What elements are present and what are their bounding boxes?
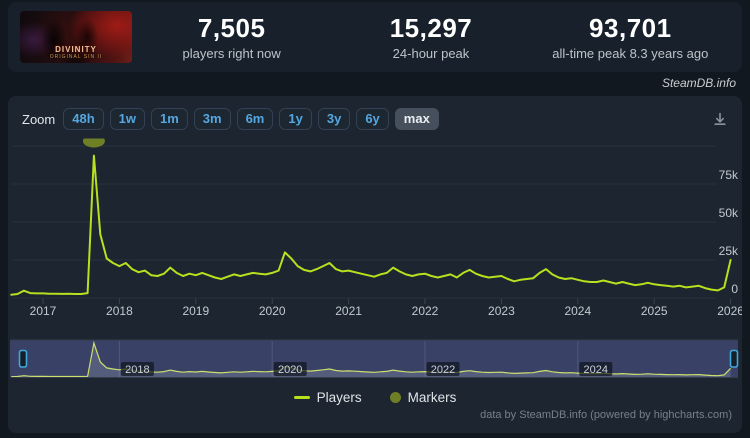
zoom-range-1w-button[interactable]: 1w <box>109 107 145 131</box>
navigator-handle-right[interactable] <box>729 349 739 368</box>
chart-card: Zoom 48h 1w 1m 3m 6m 1y 3y 6y max 0 25k 50k 75k 2017… <box>8 96 742 433</box>
x-tick-label: 2026 <box>717 304 742 318</box>
navigator-label-chip <box>273 362 307 376</box>
x-tick-label: 2024 <box>564 304 591 318</box>
y-tick-label: 25k <box>719 244 739 258</box>
stat-alltime-peak-label: all-time peak 8.3 years ago <box>552 46 709 61</box>
players-swatch-line-icon <box>293 395 310 399</box>
navigator-label-chip <box>120 362 154 376</box>
zoom-range-max-button[interactable]: max <box>394 107 439 131</box>
zoom-range-buttons: 48h 1w 1m 3m 6m 1y 3y 6y max <box>63 107 439 131</box>
zoom-range-48h-button[interactable]: 48h <box>63 107 104 131</box>
y-tick-label: 75k <box>719 168 739 182</box>
game-logo-line1: DIVINITY <box>55 44 97 54</box>
zoom-range-1y-button[interactable]: 1y <box>279 107 312 131</box>
stat-24h-peak-label: 24-hour peak <box>392 46 470 61</box>
x-tick-label: 2025 <box>641 304 668 318</box>
navigator-tick-label: 2018 <box>125 364 149 376</box>
stat-alltime-peak: 93,701 all-time peak 8.3 years ago <box>531 13 730 61</box>
zoom-range-6m-button[interactable]: 6m <box>236 107 274 131</box>
navigator-label-chip <box>426 362 460 376</box>
stat-alltime-peak-value: 93,701 <box>589 13 672 43</box>
navigator[interactable]: 2018 2020 2022 2024 <box>10 339 739 378</box>
marker-flag[interactable] <box>82 135 105 148</box>
stat-current-players-label: players right now <box>182 46 281 61</box>
chart-toolbar: Zoom 48h 1w 1m 3m 6m 1y 3y 6y max <box>22 107 730 131</box>
x-tick-label: 2020 <box>259 304 286 318</box>
game-capsule-image[interactable]: DIVINITY ORIGINAL SIN II <box>20 11 132 63</box>
chart-credit[interactable]: data by SteamDB.info (powered by highcha… <box>480 409 732 421</box>
header-card: DIVINITY ORIGINAL SIN II 7,505 players r… <box>8 2 742 72</box>
navigator-tick-label: 2024 <box>584 364 608 376</box>
zoom-range-3m-button[interactable]: 3m <box>193 107 231 131</box>
navigator-tick-label: 2020 <box>278 364 302 376</box>
stat-24h-peak-value: 15,297 <box>389 13 473 43</box>
header-stats: 7,505 players right now 15,297 24-hour p… <box>132 13 730 61</box>
y-tick-label: 0 <box>731 282 738 296</box>
x-tick-label: 2021 <box>335 304 362 318</box>
x-tick-label: 2023 <box>488 304 515 318</box>
legend-item-players[interactable]: Players <box>293 389 362 405</box>
game-logo: DIVINITY ORIGINAL SIN II <box>20 44 132 60</box>
y-gridlines <box>12 145 716 299</box>
y-axis-labels: 0 25k 50k 75k <box>719 168 739 296</box>
y-tick-label: 50k <box>719 206 739 220</box>
zoom-range-6y-button[interactable]: 6y <box>356 107 389 131</box>
x-axis-labels: 2017 2018 2019 2020 2021 2022 2023 2024 2025 2026 <box>30 304 742 318</box>
navigator-tick-label: 2022 <box>431 364 455 376</box>
stat-24h-peak: 15,297 24-hour peak <box>331 13 530 61</box>
x-tick-label: 2018 <box>106 304 133 318</box>
x-tick-label: 2017 <box>30 304 57 318</box>
navigator-handle-left[interactable] <box>18 349 28 368</box>
x-axis-ticks <box>42 298 732 304</box>
legend-item-markers[interactable]: Markers <box>389 389 457 405</box>
chart-legend: Players Markers <box>8 388 742 406</box>
markers-swatch-circle-icon <box>389 391 401 403</box>
zoom-range-3y-button[interactable]: 3y <box>317 107 351 131</box>
game-logo-line2: ORIGINAL SIN II <box>49 53 103 60</box>
x-tick-label: 2022 <box>412 304 439 318</box>
navigator-label-chip <box>579 362 613 376</box>
x-tick-label: 2019 <box>182 304 209 318</box>
players-line-series[interactable] <box>10 154 732 296</box>
steamdb-watermark: SteamDB.info <box>661 76 736 90</box>
legend-label: Markers <box>407 389 457 405</box>
zoom-range-1m-button[interactable]: 1m <box>150 107 188 131</box>
legend-label: Players <box>316 389 362 405</box>
zoom-label: Zoom <box>22 111 56 127</box>
download-icon[interactable] <box>710 109 730 129</box>
stat-current-players-value: 7,505 <box>197 13 266 43</box>
stat-current-players: 7,505 players right now <box>132 13 331 61</box>
